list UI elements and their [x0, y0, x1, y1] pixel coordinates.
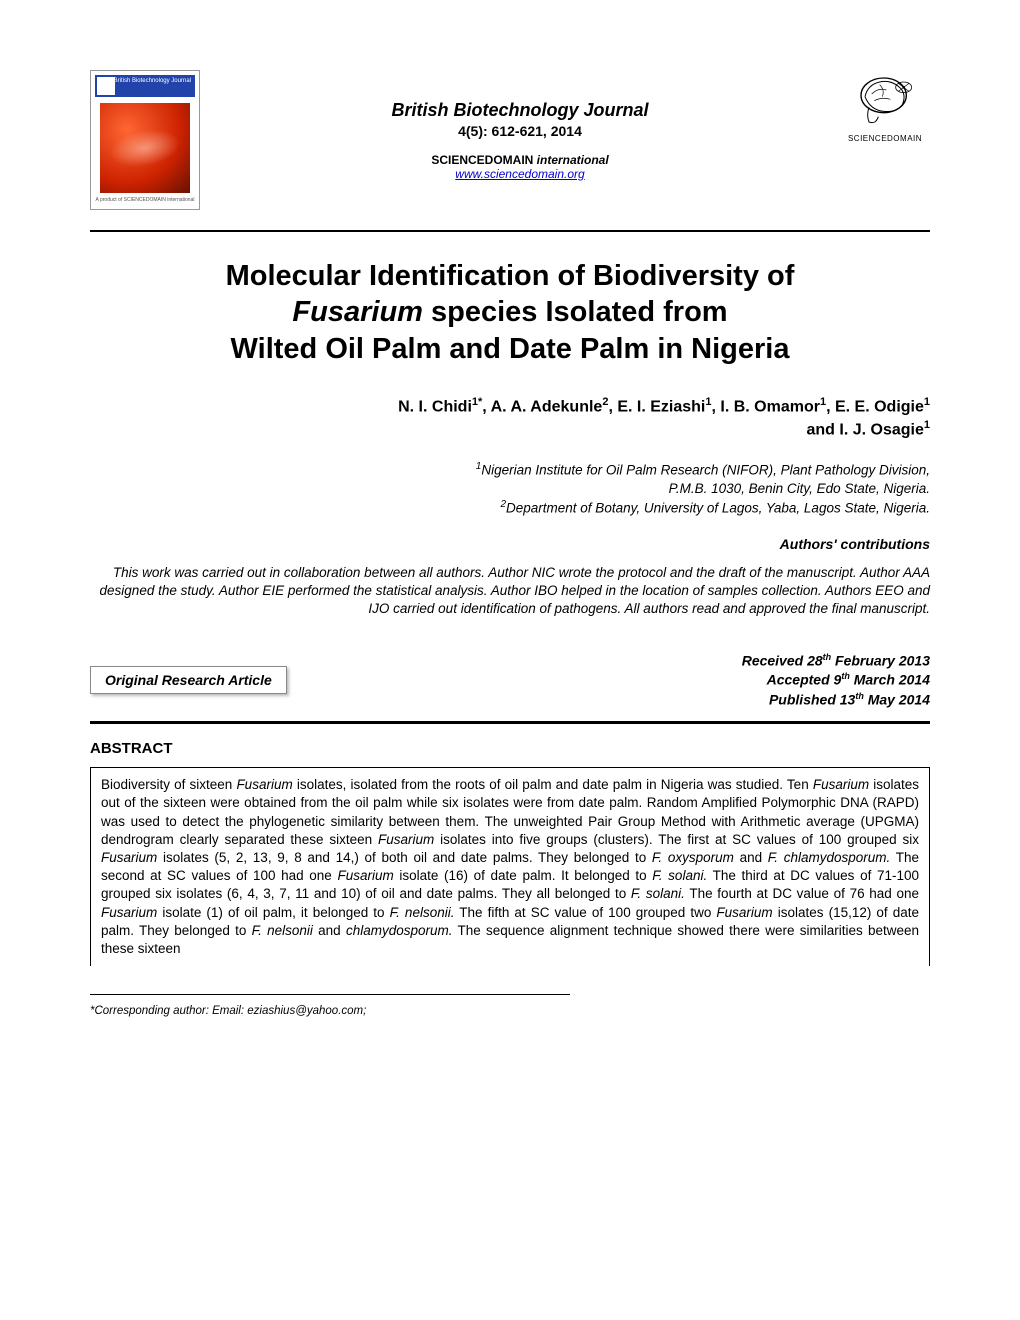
abs-i11: F. nelsonii. — [390, 905, 455, 920]
author-4: , I. B. Omamor — [711, 398, 819, 415]
abs-t14: and — [313, 923, 346, 938]
received-sup: th — [823, 652, 832, 662]
abs-i10: Fusarium — [101, 905, 157, 920]
author-3: , E. I. Eziashi — [608, 398, 705, 415]
accepted-sup: th — [841, 671, 850, 681]
author-1-sup: 1* — [472, 396, 482, 408]
publisher-url[interactable]: www.sciencedomain.org — [220, 167, 820, 181]
received-post: February 2013 — [831, 652, 930, 668]
published-post: May 2014 — [864, 691, 930, 707]
abstract-box: Biodiversity of sixteen Fusarium isolate… — [90, 767, 930, 966]
abs-t2: isolates, isolated from the roots of oil… — [293, 777, 813, 792]
brain-logo-icon — [850, 70, 920, 130]
abs-t6: and — [734, 850, 768, 865]
abs-i7: Fusarium — [337, 868, 393, 883]
abs-t10: The fourth at DC value of 76 had one — [685, 886, 919, 901]
abs-i14: chlamydosporum. — [346, 923, 453, 938]
affil-1b: P.M.B. 1030, Benin City, Edo State, Nige… — [669, 481, 930, 496]
author-6: and I. J. Osagie — [807, 422, 924, 439]
affil-2: Department of Botany, University of Lago… — [506, 501, 930, 516]
author-list: N. I. Chidi1*, A. A. Adekunle2, E. I. Ez… — [90, 395, 930, 442]
author-6-sup: 1 — [924, 419, 930, 431]
abs-t12: The fifth at SC value of 100 grouped two — [454, 905, 716, 920]
abs-t8: isolate (16) of date palm. It belonged t… — [394, 868, 653, 883]
author-2: , A. A. Adekunle — [482, 398, 602, 415]
publisher-logo-block: SCIENCEDOMAIN — [840, 70, 930, 143]
abs-i1: Fusarium — [236, 777, 292, 792]
title-line1: Molecular Identification of Biodiversity… — [226, 260, 795, 292]
affil-1a: Nigerian Institute for Oil Palm Research… — [481, 463, 930, 478]
header-row: British Biotechnology Journal A product … — [90, 70, 930, 210]
journal-name: British Biotechnology Journal — [220, 100, 820, 121]
received-pre: Received 28 — [742, 652, 823, 668]
author-5-sup: 1 — [924, 396, 930, 408]
title-line2-italic: Fusarium — [292, 296, 423, 328]
author-5: , E. E. Odigie — [826, 398, 924, 415]
abs-i4: Fusarium — [101, 850, 157, 865]
abs-i12: Fusarium — [716, 905, 772, 920]
author-1: N. I. Chidi — [398, 398, 472, 415]
published-pre: Published 13 — [769, 691, 855, 707]
accepted-pre: Accepted 9 — [767, 672, 842, 688]
contributions-body: This work was carried out in collaborati… — [90, 564, 930, 619]
cover-top-bar: British Biotechnology Journal — [95, 75, 195, 97]
dates-row: Original Research Article Received 28th … — [90, 651, 930, 710]
cover-journal-name: British Biotechnology Journal — [114, 78, 191, 84]
article-type-badge: Original Research Article — [90, 666, 287, 694]
header-center: British Biotechnology Journal 4(5): 612-… — [200, 70, 840, 181]
title-line2-rest: species Isolated from — [423, 296, 728, 328]
abs-i9: F. solani. — [631, 886, 685, 901]
logo-caption: SCIENCEDOMAIN — [840, 134, 930, 143]
abs-t11: isolate (1) of oil palm, it belonged to — [157, 905, 389, 920]
journal-issue: 4(5): 612-621, 2014 — [220, 123, 820, 139]
journal-cover-thumbnail: British Biotechnology Journal A product … — [90, 70, 200, 210]
abs-t1: Biodiversity of sixteen — [101, 777, 236, 792]
abs-i8: F. solani. — [652, 868, 707, 883]
publisher-suffix: international — [537, 153, 609, 167]
affiliations: 1Nigerian Institute for Oil Palm Researc… — [90, 460, 930, 518]
corresponding-author: *Corresponding author: Email: eziashius@… — [90, 1005, 930, 1017]
abs-t4: isolates into five groups (clusters). Th… — [434, 832, 919, 847]
abs-i6: F. chlamydosporum. — [768, 850, 891, 865]
cover-footer-text: A product of SCIENCEDOMAIN international — [96, 197, 195, 203]
title-line3: Wilted Oil Palm and Date Palm in Nigeria — [231, 333, 790, 365]
abs-i13: F. nelsonii — [252, 923, 313, 938]
abstract-bot-rule — [90, 723, 930, 724]
abstract-heading: ABSTRACT — [90, 740, 930, 757]
publisher-line: SCIENCEDOMAIN international — [220, 153, 820, 167]
abs-i3: Fusarium — [378, 832, 434, 847]
contributions-heading: Authors' contributions — [90, 536, 930, 552]
published-sup: th — [855, 691, 864, 701]
cover-image — [100, 103, 190, 193]
abs-t5: isolates (5, 2, 13, 9, 8 and 14,) of bot… — [157, 850, 652, 865]
abs-i5: F. oxysporum — [652, 850, 734, 865]
header-rule — [90, 230, 930, 232]
footer-rule — [90, 994, 570, 995]
abs-i2: Fusarium — [813, 777, 869, 792]
publisher-name: SCIENCEDOMAIN — [431, 153, 533, 167]
accepted-post: March 2014 — [850, 672, 930, 688]
article-title: Molecular Identification of Biodiversity… — [90, 258, 930, 367]
article-dates: Received 28th February 2013 Accepted 9th… — [742, 651, 930, 710]
